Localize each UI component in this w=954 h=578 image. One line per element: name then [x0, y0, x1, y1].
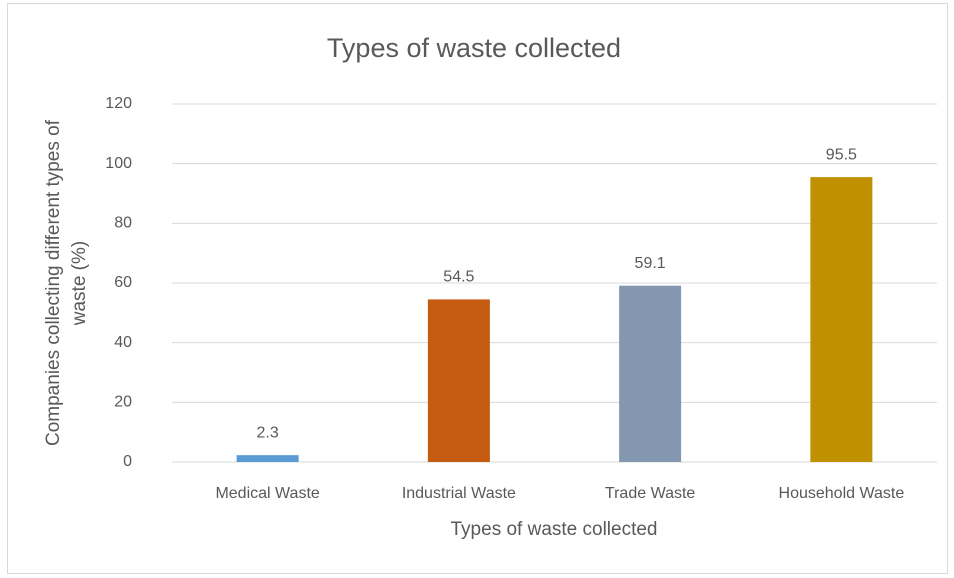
- y-axis-label: Companies collecting different types of …: [43, 119, 90, 446]
- y-tick-label: 60: [114, 274, 132, 291]
- bar: [427, 299, 490, 462]
- chart-title: Types of waste collected: [327, 33, 621, 63]
- data-label: 2.3: [257, 424, 279, 441]
- data-label: 95.5: [826, 146, 857, 163]
- chart-border: [7, 3, 948, 574]
- bar: [810, 177, 873, 462]
- y-tick-label: 80: [114, 215, 132, 232]
- x-tick-label: Household Waste: [779, 485, 905, 502]
- y-tick-label: 40: [114, 334, 132, 351]
- bar: [619, 285, 682, 462]
- x-tick-label: Trade Waste: [605, 485, 696, 502]
- y-axis-label-line: waste (%): [69, 241, 90, 326]
- y-axis-label-line: Companies collecting different types of: [43, 119, 64, 446]
- data-label: 59.1: [635, 255, 666, 272]
- y-tick-label: 120: [105, 95, 132, 112]
- bar: [236, 455, 299, 462]
- x-tick-label: Industrial Waste: [402, 485, 516, 502]
- y-tick-label: 20: [114, 394, 132, 411]
- y-tick-label: 0: [123, 453, 132, 470]
- x-axis-label: Types of waste collected: [451, 519, 658, 540]
- x-tick-label: Medical Waste: [215, 485, 319, 502]
- data-label: 54.5: [443, 269, 474, 286]
- y-tick-label: 100: [105, 155, 132, 172]
